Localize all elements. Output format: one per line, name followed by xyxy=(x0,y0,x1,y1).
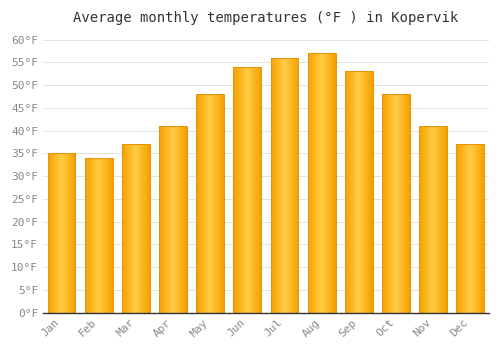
Bar xyxy=(419,126,447,313)
Bar xyxy=(122,144,150,313)
Bar xyxy=(159,126,187,313)
Bar xyxy=(345,71,373,313)
Title: Average monthly temperatures (°F ) in Kopervik: Average monthly temperatures (°F ) in Ko… xyxy=(74,11,458,25)
Bar xyxy=(48,153,76,313)
Bar xyxy=(382,94,410,313)
Bar xyxy=(234,67,262,313)
Bar xyxy=(85,158,112,313)
Bar xyxy=(456,144,484,313)
Bar xyxy=(196,94,224,313)
Bar xyxy=(308,53,336,313)
Bar xyxy=(270,58,298,313)
